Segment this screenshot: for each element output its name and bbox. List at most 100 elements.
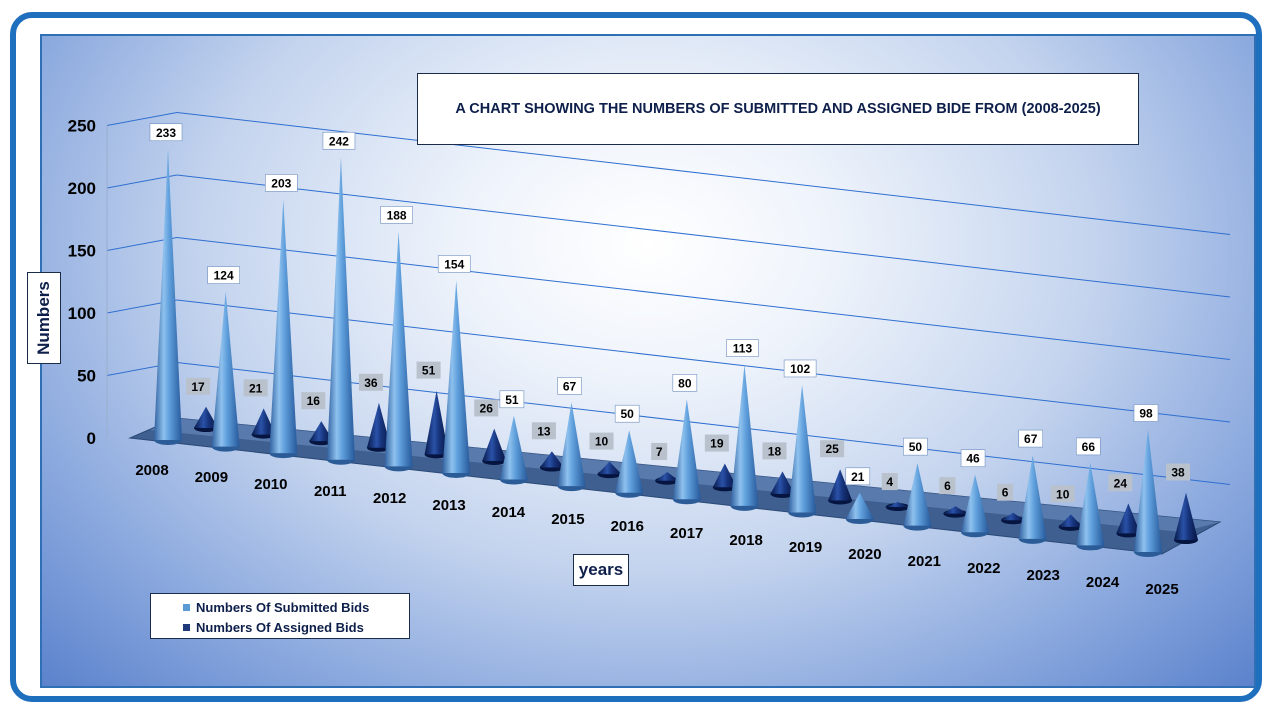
cone-submitted-2009 — [211, 291, 240, 447]
data-label-submitted-2018-bg — [726, 339, 759, 357]
cone-assigned-2019 — [828, 469, 853, 501]
cone-submitted-2021 — [903, 463, 932, 526]
cone-assigned-2023 — [1058, 514, 1083, 527]
data-label-submitted-2022: 46 — [966, 452, 980, 466]
cone-assigned-2024 — [1116, 503, 1141, 534]
data-label-submitted-2021-bg — [903, 437, 928, 456]
data-label-submitted-2008-bg — [149, 123, 183, 142]
data-label-submitted-2013: 154 — [444, 257, 464, 271]
data-label-assigned-2011: 36 — [364, 376, 378, 390]
data-label-submitted-2018: 113 — [733, 342, 753, 356]
x-tick-label-2017: 2017 — [670, 525, 703, 542]
cone-assigned-2017 — [712, 463, 737, 488]
data-label-submitted-2010-bg — [264, 174, 298, 192]
data-label-submitted-2009: 124 — [214, 269, 234, 283]
data-label-assigned-2022-bg — [997, 483, 1014, 501]
data-label-assigned-2012: 51 — [422, 364, 436, 378]
data-label-assigned-2012-bg — [416, 361, 441, 379]
gridline-100 — [176, 299, 1231, 423]
chart-svg: 0 50 100 150 200 250 233 17 2008 124 21 2009 203 16 20… — [68, 112, 1231, 598]
gridline-50 — [176, 362, 1231, 485]
legend-label-assigned: Numbers Of Assigned Bids — [196, 619, 364, 635]
x-tick-label-2014: 2014 — [492, 504, 526, 521]
data-label-submitted-2016-bg — [614, 404, 640, 423]
y-tick-label-50: 50 — [77, 367, 96, 386]
data-label-submitted-2022-bg — [960, 449, 986, 468]
cone-submitted-2012 — [384, 231, 413, 467]
x-tick-label-2016: 2016 — [611, 518, 644, 535]
data-label-assigned-2018: 18 — [768, 444, 782, 458]
cone-assigned-2008 — [194, 406, 218, 428]
data-label-submitted-2024-bg — [1076, 437, 1101, 456]
cone-submitted-2023 — [1018, 455, 1047, 539]
data-label-assigned-2025: 38 — [1171, 466, 1185, 480]
data-label-submitted-2015: 67 — [563, 379, 577, 393]
data-label-submitted-2016: 50 — [620, 407, 634, 421]
cone-assigned-2011 — [366, 402, 391, 448]
cone-assigned-2013 — [482, 428, 507, 461]
data-label-assigned-2015-bg — [589, 432, 614, 450]
gridline-left-200 — [106, 174, 178, 189]
data-label-assigned-2018-bg — [762, 442, 787, 460]
x-axis-label: years — [573, 554, 629, 586]
data-label-submitted-2017: 80 — [678, 376, 692, 390]
data-label-submitted-2014-bg — [499, 390, 525, 409]
data-label-submitted-2024: 66 — [1082, 440, 1096, 454]
data-label-assigned-2020-bg — [881, 473, 898, 491]
data-label-assigned-2019: 25 — [825, 442, 839, 456]
y-tick-label-100: 100 — [68, 304, 96, 323]
cone-assigned-2009 — [251, 408, 276, 435]
cone-assigned-2010 — [309, 421, 334, 442]
cone-assigned-2022 — [1001, 512, 1026, 521]
data-label-submitted-2017-bg — [672, 373, 698, 392]
x-tick-label-2008: 2008 — [135, 462, 168, 479]
data-label-assigned-2023-bg — [1050, 485, 1075, 503]
y-tick-label-200: 200 — [68, 179, 96, 198]
gridline-left-250 — [106, 112, 178, 126]
data-label-assigned-2010-bg — [301, 392, 326, 410]
data-label-assigned-2017-bg — [704, 434, 729, 452]
cone-submitted-2013 — [442, 280, 471, 473]
data-label-assigned-2017: 19 — [710, 437, 724, 451]
data-label-submitted-2014: 51 — [505, 393, 519, 407]
cone-submitted-2011 — [326, 157, 355, 460]
data-label-submitted-2011: 242 — [329, 134, 349, 148]
data-label-assigned-2023: 10 — [1056, 487, 1070, 501]
gridline-150 — [176, 237, 1231, 360]
x-tick-label-2012: 2012 — [373, 490, 406, 507]
data-label-assigned-2015: 10 — [595, 435, 609, 449]
cone-submitted-2022 — [961, 474, 990, 533]
data-label-assigned-2008: 17 — [191, 380, 205, 394]
cone-assigned-2016 — [655, 471, 680, 481]
data-label-assigned-2021: 6 — [944, 479, 951, 493]
data-label-submitted-2012: 188 — [387, 208, 407, 222]
data-label-submitted-2023-bg — [1018, 429, 1044, 448]
data-label-assigned-2008-bg — [186, 377, 210, 395]
data-label-assigned-2020: 4 — [886, 475, 893, 489]
legend-entry-submitted: Numbers Of Submitted Bids — [183, 597, 409, 617]
data-label-submitted-2013-bg — [437, 255, 471, 273]
data-label-assigned-2013-bg — [474, 399, 499, 417]
legend-label-submitted: Numbers Of Submitted Bids — [196, 599, 370, 615]
x-tick-label-2025: 2025 — [1145, 581, 1178, 598]
data-label-submitted-2010: 203 — [271, 176, 291, 190]
data-label-submitted-2012-bg — [380, 206, 413, 224]
data-label-assigned-2022: 6 — [1002, 486, 1009, 500]
gridline-200 — [176, 174, 1231, 298]
legend-entry-assigned: Numbers Of Assigned Bids — [183, 617, 409, 637]
data-label-assigned-2016: 7 — [656, 445, 663, 459]
cone-layer — [154, 148, 1198, 557]
x-tick-label-2011: 2011 — [314, 483, 347, 500]
data-label-assigned-2009: 21 — [249, 381, 263, 395]
data-label-assigned-2009-bg — [243, 379, 268, 397]
y-tick-label-0: 0 — [87, 429, 96, 448]
data-label-submitted-2009-bg — [207, 266, 240, 284]
y-tick-label-150: 150 — [68, 242, 96, 261]
cone-submitted-2017 — [672, 399, 701, 500]
data-label-submitted-2025: 98 — [1139, 407, 1153, 421]
data-label-submitted-2011-bg — [322, 131, 356, 150]
x-tick-label-2024: 2024 — [1086, 574, 1120, 591]
y-tick-label-250: 250 — [68, 117, 96, 136]
x-tick-label-2021: 2021 — [908, 553, 941, 570]
x-tick-label-2019: 2019 — [789, 539, 822, 556]
